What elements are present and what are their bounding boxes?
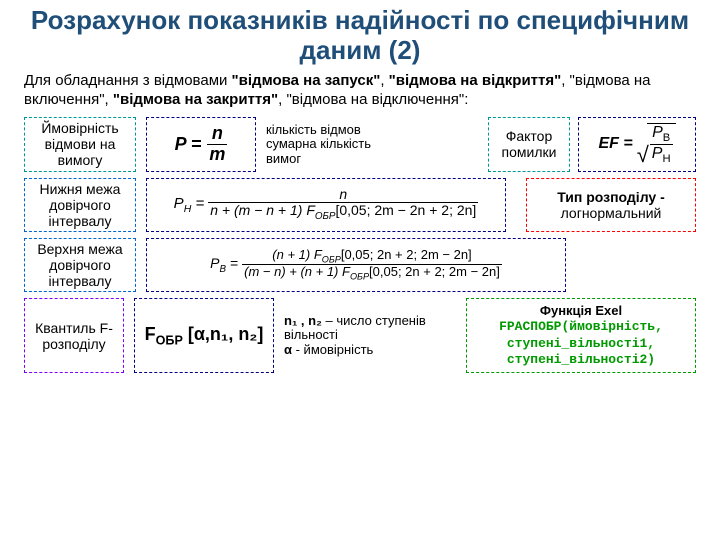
lower-den-args: [0,05; 2m − 2n + 2; 2n]	[335, 202, 476, 218]
lower-frac: n n + (m − n + 1) FОБР[0,05; 2m − 2n + 2…	[208, 187, 478, 223]
formula-quantile: FОБР [α,n₁, n₂]	[134, 298, 274, 373]
intro-m1: ,	[380, 72, 388, 89]
lower-den-f: F	[306, 202, 315, 218]
exel-box: Функція Exel FРАСПОБР(ймовірність, ступе…	[466, 298, 696, 373]
pn-sub: Н	[184, 203, 192, 215]
formula-lower: PН = n n + (m − n + 1) FОБР[0,05; 2m − 2…	[146, 178, 506, 232]
lower-den-fsub: ОБР	[315, 211, 336, 222]
row-upper: Верхня межа довірчого інтервалу PВ = (n …	[24, 238, 696, 292]
annot-a: α	[284, 342, 292, 357]
dist-val: логнормальний	[561, 205, 662, 221]
slide-title: Розрахунок показників надійності по спец…	[24, 6, 696, 66]
upper-den-fsub: ОБР	[350, 272, 369, 282]
intro-text: Для обладнання з відмовами "відмова на з…	[24, 72, 696, 110]
q-annotations: n₁ , n₂ – число ступенів вільності α - й…	[284, 298, 444, 373]
intro-b3: "відмова на закриття"	[113, 91, 278, 108]
ef-sqrt: √ PВ PН	[637, 123, 676, 166]
pn-sym: P	[174, 195, 184, 212]
row-probability: Ймовірність відмови на вимогу P = n m кі…	[24, 117, 696, 171]
upper-num-args: [0,05; 2n + 2; 2m − 2n]	[341, 247, 472, 262]
ef-den: P	[652, 145, 663, 162]
label-ef: Фактор помилки	[488, 117, 570, 171]
intro-b2: "відмова на відкриття"	[389, 72, 562, 89]
annot-n: n₁ , n₂	[284, 313, 322, 328]
label-lower: Нижня межа довірчого інтервалу	[24, 178, 136, 232]
upper-den-args: [0,05; 2n + 2; 2m − 2n]	[369, 264, 500, 279]
ef-den-sub: Н	[662, 154, 670, 166]
formula-ef: EF = √ PВ PН	[578, 117, 696, 171]
dist-box: Тип розподілу - логнормальний	[526, 178, 696, 232]
exel-title: Функція Exel	[473, 303, 689, 319]
upper-num-a: (n + 1)	[272, 247, 314, 262]
lower-num: n	[337, 187, 349, 202]
p-den: m	[207, 144, 227, 165]
row-quantile: Квантиль F-розподілу FОБР [α,n₁, n₂] n₁ …	[24, 298, 696, 373]
ef-symbol: EF =	[598, 135, 632, 153]
intro-m3: , "відмова на відключення":	[278, 91, 468, 108]
row-lower: Нижня межа довірчого інтервалу PН = n n …	[24, 178, 696, 232]
upper-den-a: (m − n) + (n + 1)	[244, 264, 342, 279]
formula-upper: PВ = (n + 1) FОБР[0,05; 2n + 2; 2m − 2n]…	[146, 238, 566, 292]
p-symbol: P =	[175, 134, 202, 155]
p-num: n	[210, 124, 225, 144]
p-annotations: кількість відмов сумарна кількість вимог	[266, 117, 406, 171]
q-f: F	[145, 324, 156, 344]
annot-top: кількість відмов	[266, 123, 406, 137]
upper-num-f: F	[314, 247, 322, 262]
label-upper: Верхня межа довірчого інтервалу	[24, 238, 136, 292]
exel-fn: FРАСПОБР(ймовірність, ступені_вільності1…	[473, 319, 689, 368]
annot-bot: сумарна кількість вимог	[266, 137, 406, 166]
formula-p: P = n m	[146, 117, 256, 171]
ef-num-sub: В	[663, 132, 670, 144]
p-fraction: n m	[207, 124, 227, 165]
ef-group: Фактор помилки EF = √ PВ PН	[488, 117, 696, 171]
q-args: [α,n₁, n₂]	[183, 324, 264, 344]
pv-sub: В	[219, 264, 226, 275]
upper-frac: (n + 1) FОБР[0,05; 2n + 2; 2m − 2n] (m −…	[242, 248, 502, 282]
label-probability: Ймовірність відмови на вимогу	[24, 117, 136, 171]
ef-num: P	[652, 124, 663, 141]
label-quantile: Квантиль F-розподілу	[24, 298, 124, 373]
q-fsub: ОБР	[156, 333, 183, 347]
ef-fraction: PВ PН	[650, 124, 673, 166]
lower-den-a: n + (m − n + 1)	[210, 202, 306, 218]
intro-b1: "відмова на запуск"	[232, 72, 381, 89]
upper-num-fsub: ОБР	[322, 254, 341, 264]
intro-pre: Для обладнання з відмовами	[24, 72, 232, 89]
slide-root: Розрахунок показників надійності по спец…	[0, 0, 720, 540]
upper-den-f: F	[342, 264, 350, 279]
dist-label: Тип розподілу -	[557, 189, 665, 205]
annot-a-txt: - ймовірність	[292, 342, 373, 357]
